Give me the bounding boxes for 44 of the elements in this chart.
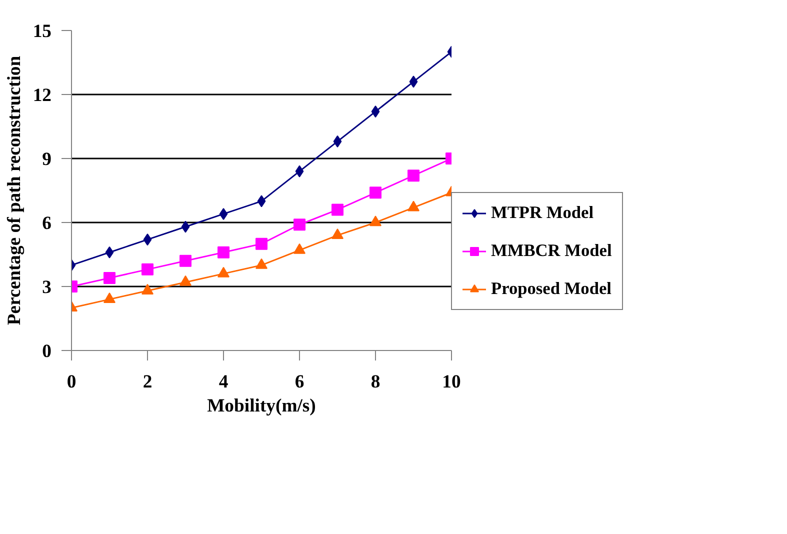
point: [332, 204, 344, 216]
y-tick-label: 0: [42, 341, 52, 362]
point: [142, 263, 154, 276]
point: [219, 208, 228, 220]
point: [294, 218, 306, 231]
point: [256, 238, 268, 250]
point: [180, 275, 192, 286]
point: [181, 220, 190, 233]
point: [105, 246, 114, 258]
point: [257, 195, 266, 208]
point: [295, 165, 304, 178]
point: [332, 228, 344, 239]
x-tick-label: 4: [218, 372, 228, 392]
point: [294, 243, 306, 254]
point: [104, 272, 116, 284]
x-tick-label: 6: [294, 372, 304, 392]
point: [370, 216, 382, 226]
y-tick-label: 15: [32, 21, 52, 42]
point: [408, 170, 420, 182]
point: [371, 106, 380, 118]
point: [256, 258, 268, 269]
x-tick-label: 10: [442, 372, 461, 392]
legend-label: MMBCR Model: [491, 241, 612, 261]
point: [409, 76, 418, 88]
point: [408, 200, 420, 212]
x-tick-label: 0: [66, 372, 76, 392]
point: [218, 246, 230, 258]
point: [142, 284, 154, 294]
x-tick-label: 8: [370, 372, 380, 392]
point: [104, 292, 116, 303]
point: [180, 254, 192, 267]
point: [333, 135, 342, 148]
y-axis-title: Percentage of path reconstruction: [4, 55, 25, 326]
y-tick-label: 6: [42, 213, 52, 234]
legend-label: Proposed Model: [491, 279, 612, 299]
legend-label: MTPR Model: [491, 203, 594, 223]
x-axis-title: Mobility(m/s): [207, 396, 316, 416]
y-tick-label: 9: [42, 149, 52, 170]
point: [218, 266, 230, 278]
y-tick-label: 3: [42, 277, 52, 298]
point: [143, 234, 152, 246]
y-tick-label: 12: [32, 85, 52, 106]
x-tick-label: 2: [142, 372, 152, 392]
point: [370, 186, 382, 199]
